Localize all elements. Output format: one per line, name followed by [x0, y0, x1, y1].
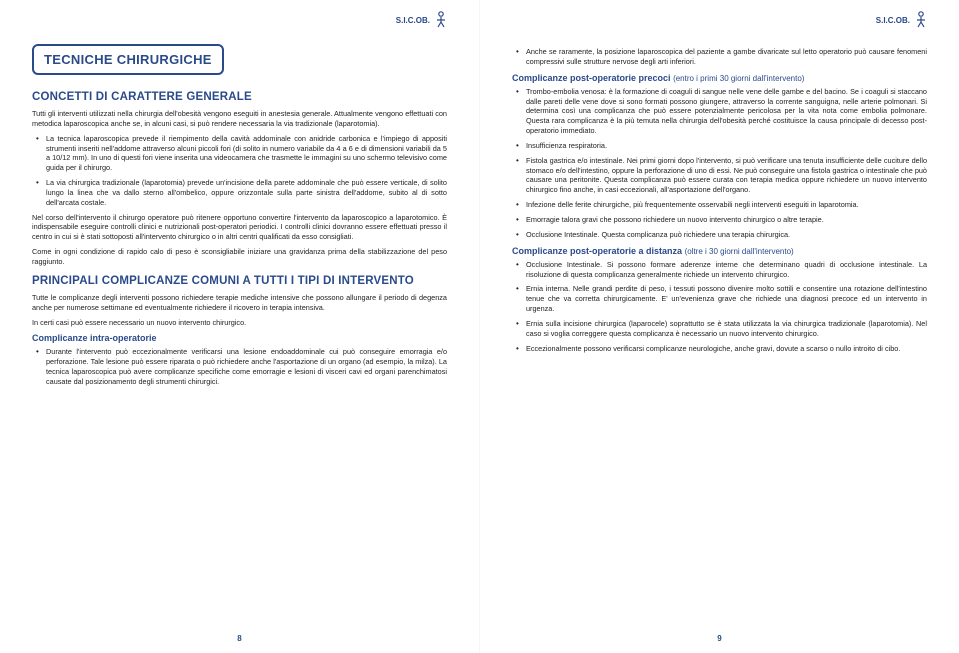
list-item: Durante l'intervento può eccezionalmente… — [32, 347, 447, 386]
complication-list: Durante l'intervento può eccezionalmente… — [32, 347, 447, 386]
list-item: Eccezionalmente possono verificarsi comp… — [512, 344, 927, 354]
list-item: La tecnica laparoscopica prevede il riem… — [32, 134, 447, 173]
logo-text: S.I.C.OB. — [396, 16, 430, 25]
section-intra-operatorie: Complicanze intra-operatorie — [32, 333, 447, 343]
subtitle-complicanze: PRINCIPALI COMPLICANZE COMUNI A TUTTI I … — [32, 275, 447, 287]
list-item: Infezione delle ferite chirurgiche, più … — [512, 200, 927, 210]
continuation-list: Anche se raramente, la posizione laparos… — [512, 47, 927, 67]
logo-left: S.I.C.OB. — [396, 10, 449, 30]
title-box: TECNICHE CHIRURGICHE — [32, 44, 224, 75]
logo-text: S.I.C.OB. — [876, 16, 910, 25]
list-item: Emorragie talora gravi che possono richi… — [512, 215, 927, 225]
paragraph: Nel corso dell'intervento il chirurgo op… — [32, 213, 447, 243]
intro-paragraph: Tutti gli interventi utilizzati nella ch… — [32, 109, 447, 129]
technique-list: La tecnica laparoscopica prevede il riem… — [32, 134, 447, 208]
logo-right: S.I.C.OB. — [876, 10, 929, 30]
logo-icon — [913, 10, 929, 30]
list-item: Occlusione Intestinale. Si possono forma… — [512, 260, 927, 280]
section-title-text: Complicanze post-operatorie a distanza — [512, 246, 682, 256]
subtitle-concetti: CONCETTI DI CARATTERE GENERALE — [32, 91, 447, 103]
section-precoci: Complicanze post-operatorie precoci (ent… — [512, 73, 927, 83]
paragraph: Come in ogni condizione di rapido calo d… — [32, 247, 447, 267]
list-item: Anche se raramente, la posizione laparos… — [512, 47, 927, 67]
page-number: 9 — [717, 634, 721, 643]
distanza-list: Occlusione Intestinale. Si possono forma… — [512, 260, 927, 354]
paragraph: Tutte le complicanze degli interventi po… — [32, 293, 447, 313]
main-title: TECNICHE CHIRURGICHE — [44, 52, 212, 67]
page-number: 8 — [237, 634, 241, 643]
logo-icon — [433, 10, 449, 30]
section-title-light: (entro i primi 30 giorni dall'intervento… — [673, 74, 804, 83]
precoci-list: Trombo-embolia venosa: è la formazione d… — [512, 87, 927, 240]
section-title-text: Complicanze post-operatorie precoci — [512, 73, 671, 83]
list-item: Ernia sulla incisione chirurgica (laparo… — [512, 319, 927, 339]
list-item: Ernia interna. Nelle grandi perdite di p… — [512, 284, 927, 314]
list-item: Fistola gastrica e/o intestinale. Nei pr… — [512, 156, 927, 195]
page-left: S.I.C.OB. TECNICHE CHIRURGICHE CONCETTI … — [0, 0, 479, 653]
list-item: Insufficienza respiratoria. — [512, 141, 927, 151]
right-content: Anche se raramente, la posizione laparos… — [512, 44, 927, 631]
page-right: S.I.C.OB. Anche se raramente, la posizio… — [480, 0, 959, 653]
list-item: Trombo-embolia venosa: è la formazione d… — [512, 87, 927, 136]
list-item: La via chirurgica tradizionale (laparoto… — [32, 178, 447, 208]
left-content: TECNICHE CHIRURGICHE CONCETTI DI CARATTE… — [32, 18, 447, 631]
section-distanza: Complicanze post-operatorie a distanza (… — [512, 246, 927, 256]
list-item: Occlusione Intestinale. Questa complican… — [512, 230, 927, 240]
paragraph: In certi casi può essere necessario un n… — [32, 318, 447, 328]
section-title-light: (oltre i 30 giorni dall'intervento) — [685, 247, 794, 256]
